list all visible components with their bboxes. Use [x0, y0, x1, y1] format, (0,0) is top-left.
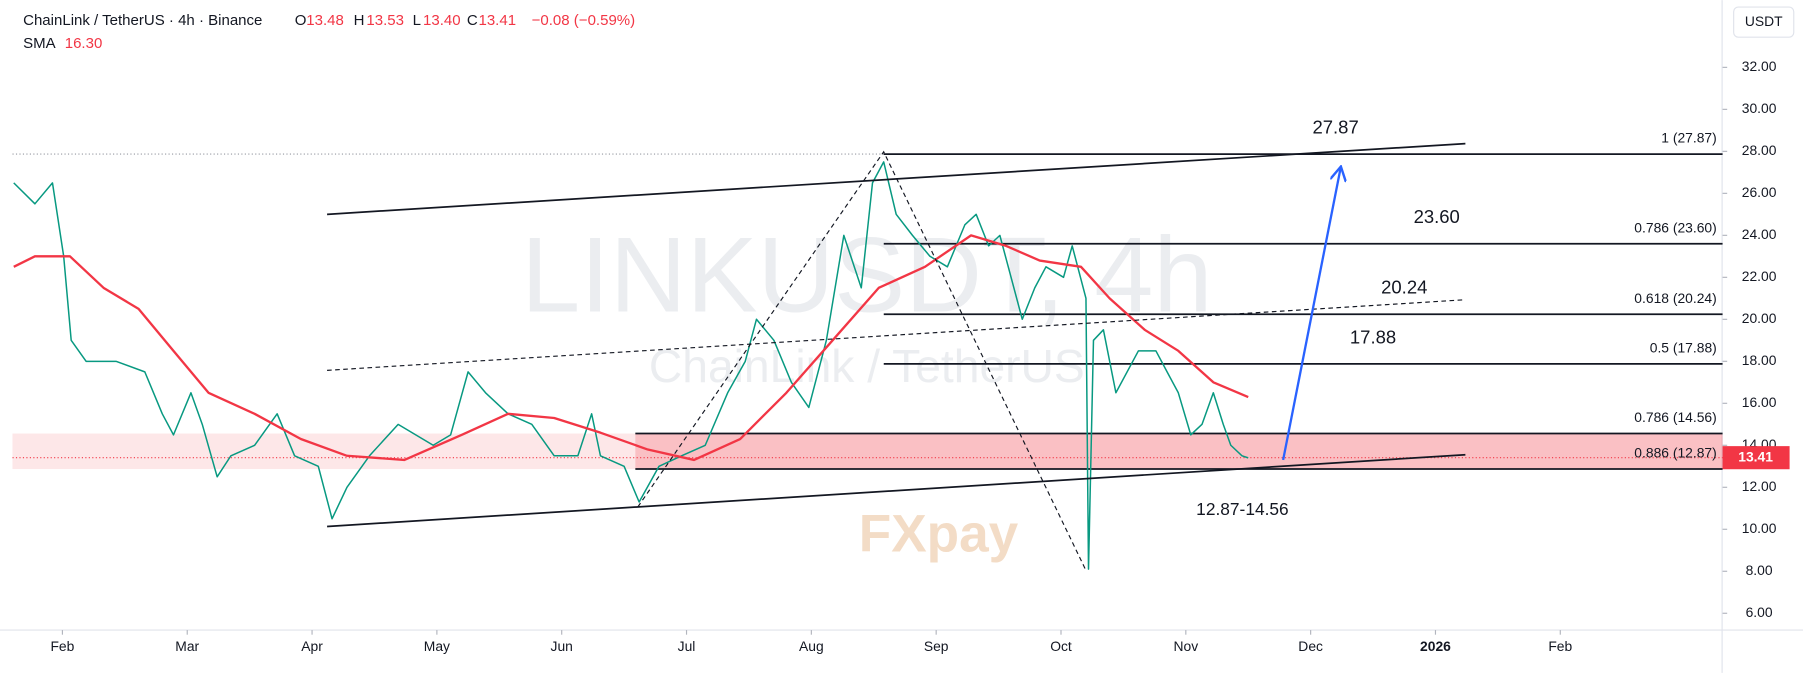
currency[interactable]: USDT [1745, 13, 1783, 29]
y-tick-label: 28.00 [1742, 142, 1777, 158]
zone [635, 433, 1723, 470]
x-tick-label: May [424, 638, 450, 654]
symbol: ChainLink / TetherUS · 4h · Binance [23, 12, 262, 29]
ohlc-key: H [354, 12, 365, 29]
y-tick-label: 24.00 [1742, 226, 1777, 242]
y-tick-label: 32.00 [1742, 58, 1777, 74]
last-price-badge [1722, 446, 1790, 470]
y-tick-label: 18.00 [1742, 352, 1777, 368]
plot: 1 (27.87) 27.87 0.786 (23.60) 23.60 0.618 (2… [12, 117, 1723, 571]
x-tick-label: Oct [1050, 638, 1072, 654]
trend-line [327, 453, 1466, 528]
ohlc-key: L [413, 12, 421, 29]
y-tick-label: 6.00 [1746, 604, 1773, 620]
x-tick-label: Jul [678, 638, 696, 654]
ohlc-value: 13.40 [423, 12, 461, 29]
sma-value: 16.30 [65, 35, 103, 52]
x-tick-label: Apr [301, 638, 323, 654]
ohlc-value: 13.41 [478, 12, 516, 29]
ohlc-value: 13.53 [366, 12, 404, 29]
level-callout: 17.88 [1350, 326, 1396, 347]
x-tick-label: Feb [50, 638, 74, 654]
x-tick-label: Dec [1298, 638, 1323, 654]
y-tick-label: 26.00 [1742, 184, 1777, 200]
x-tick-label: Nov [1173, 638, 1198, 654]
last-price-label: 13.41 [1738, 448, 1773, 464]
level-callout: 27.87 [1312, 117, 1358, 138]
fib-label: 0.886 (12.87) [1634, 445, 1716, 461]
currency-button[interactable] [1733, 6, 1795, 38]
x-tick-label: Feb [1548, 638, 1572, 654]
y-tick-label: 16.00 [1742, 394, 1777, 410]
fib-label: 0.618 (20.24) [1634, 290, 1716, 306]
level-callout: 23.60 [1414, 206, 1460, 227]
y-tick-label: 20.00 [1742, 310, 1777, 326]
fib-label: 0.786 (23.60) [1634, 219, 1716, 235]
trend-line [327, 299, 1466, 371]
fib-label: 0.786 (14.56) [1634, 409, 1716, 425]
watermark-sub: ChainLink / TetherUS [649, 340, 1085, 392]
price-line [13, 161, 1249, 570]
y-tick-label: 30.00 [1742, 100, 1777, 116]
fib-label: 0.5 (17.88) [1650, 339, 1717, 355]
zone-label: 12.87-14.56 [1196, 499, 1289, 519]
ohlc-key: O [295, 12, 307, 29]
ohlc-key: C [467, 12, 478, 29]
x-tick-label: Mar [175, 638, 199, 654]
y-tick-label: 8.00 [1746, 562, 1773, 578]
fib-label: 1 (27.87) [1661, 130, 1716, 146]
header: ChainLink / TetherUS · 4h · Binance O 13… [23, 12, 635, 52]
y-tick-label: 22.00 [1742, 268, 1777, 284]
zone-band [12, 433, 1723, 470]
logo: FXpay [859, 505, 1019, 564]
x-tick-label: 2026 [1420, 638, 1451, 654]
trend-line [637, 150, 1087, 571]
sma-line [13, 234, 1249, 462]
level-callout: 20.24 [1381, 277, 1427, 298]
sma-name: SMA [23, 35, 56, 52]
ohlc-value: 13.48 [306, 12, 344, 29]
x-tick-label: Jun [551, 638, 573, 654]
change: −0.08 (−0.59%) [532, 12, 636, 29]
target-arrow [1282, 168, 1340, 461]
x-tick-label: Aug [799, 638, 824, 654]
y-tick-label: 12.00 [1742, 478, 1777, 494]
x-tick-label: Sep [924, 638, 949, 654]
y-tick-label: 10.00 [1742, 520, 1777, 536]
